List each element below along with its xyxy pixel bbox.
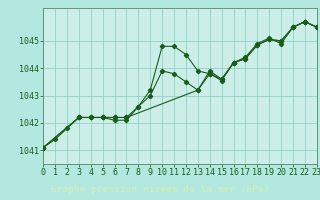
Text: Graphe pression niveau de la mer (hPa): Graphe pression niveau de la mer (hPa) — [51, 185, 269, 194]
